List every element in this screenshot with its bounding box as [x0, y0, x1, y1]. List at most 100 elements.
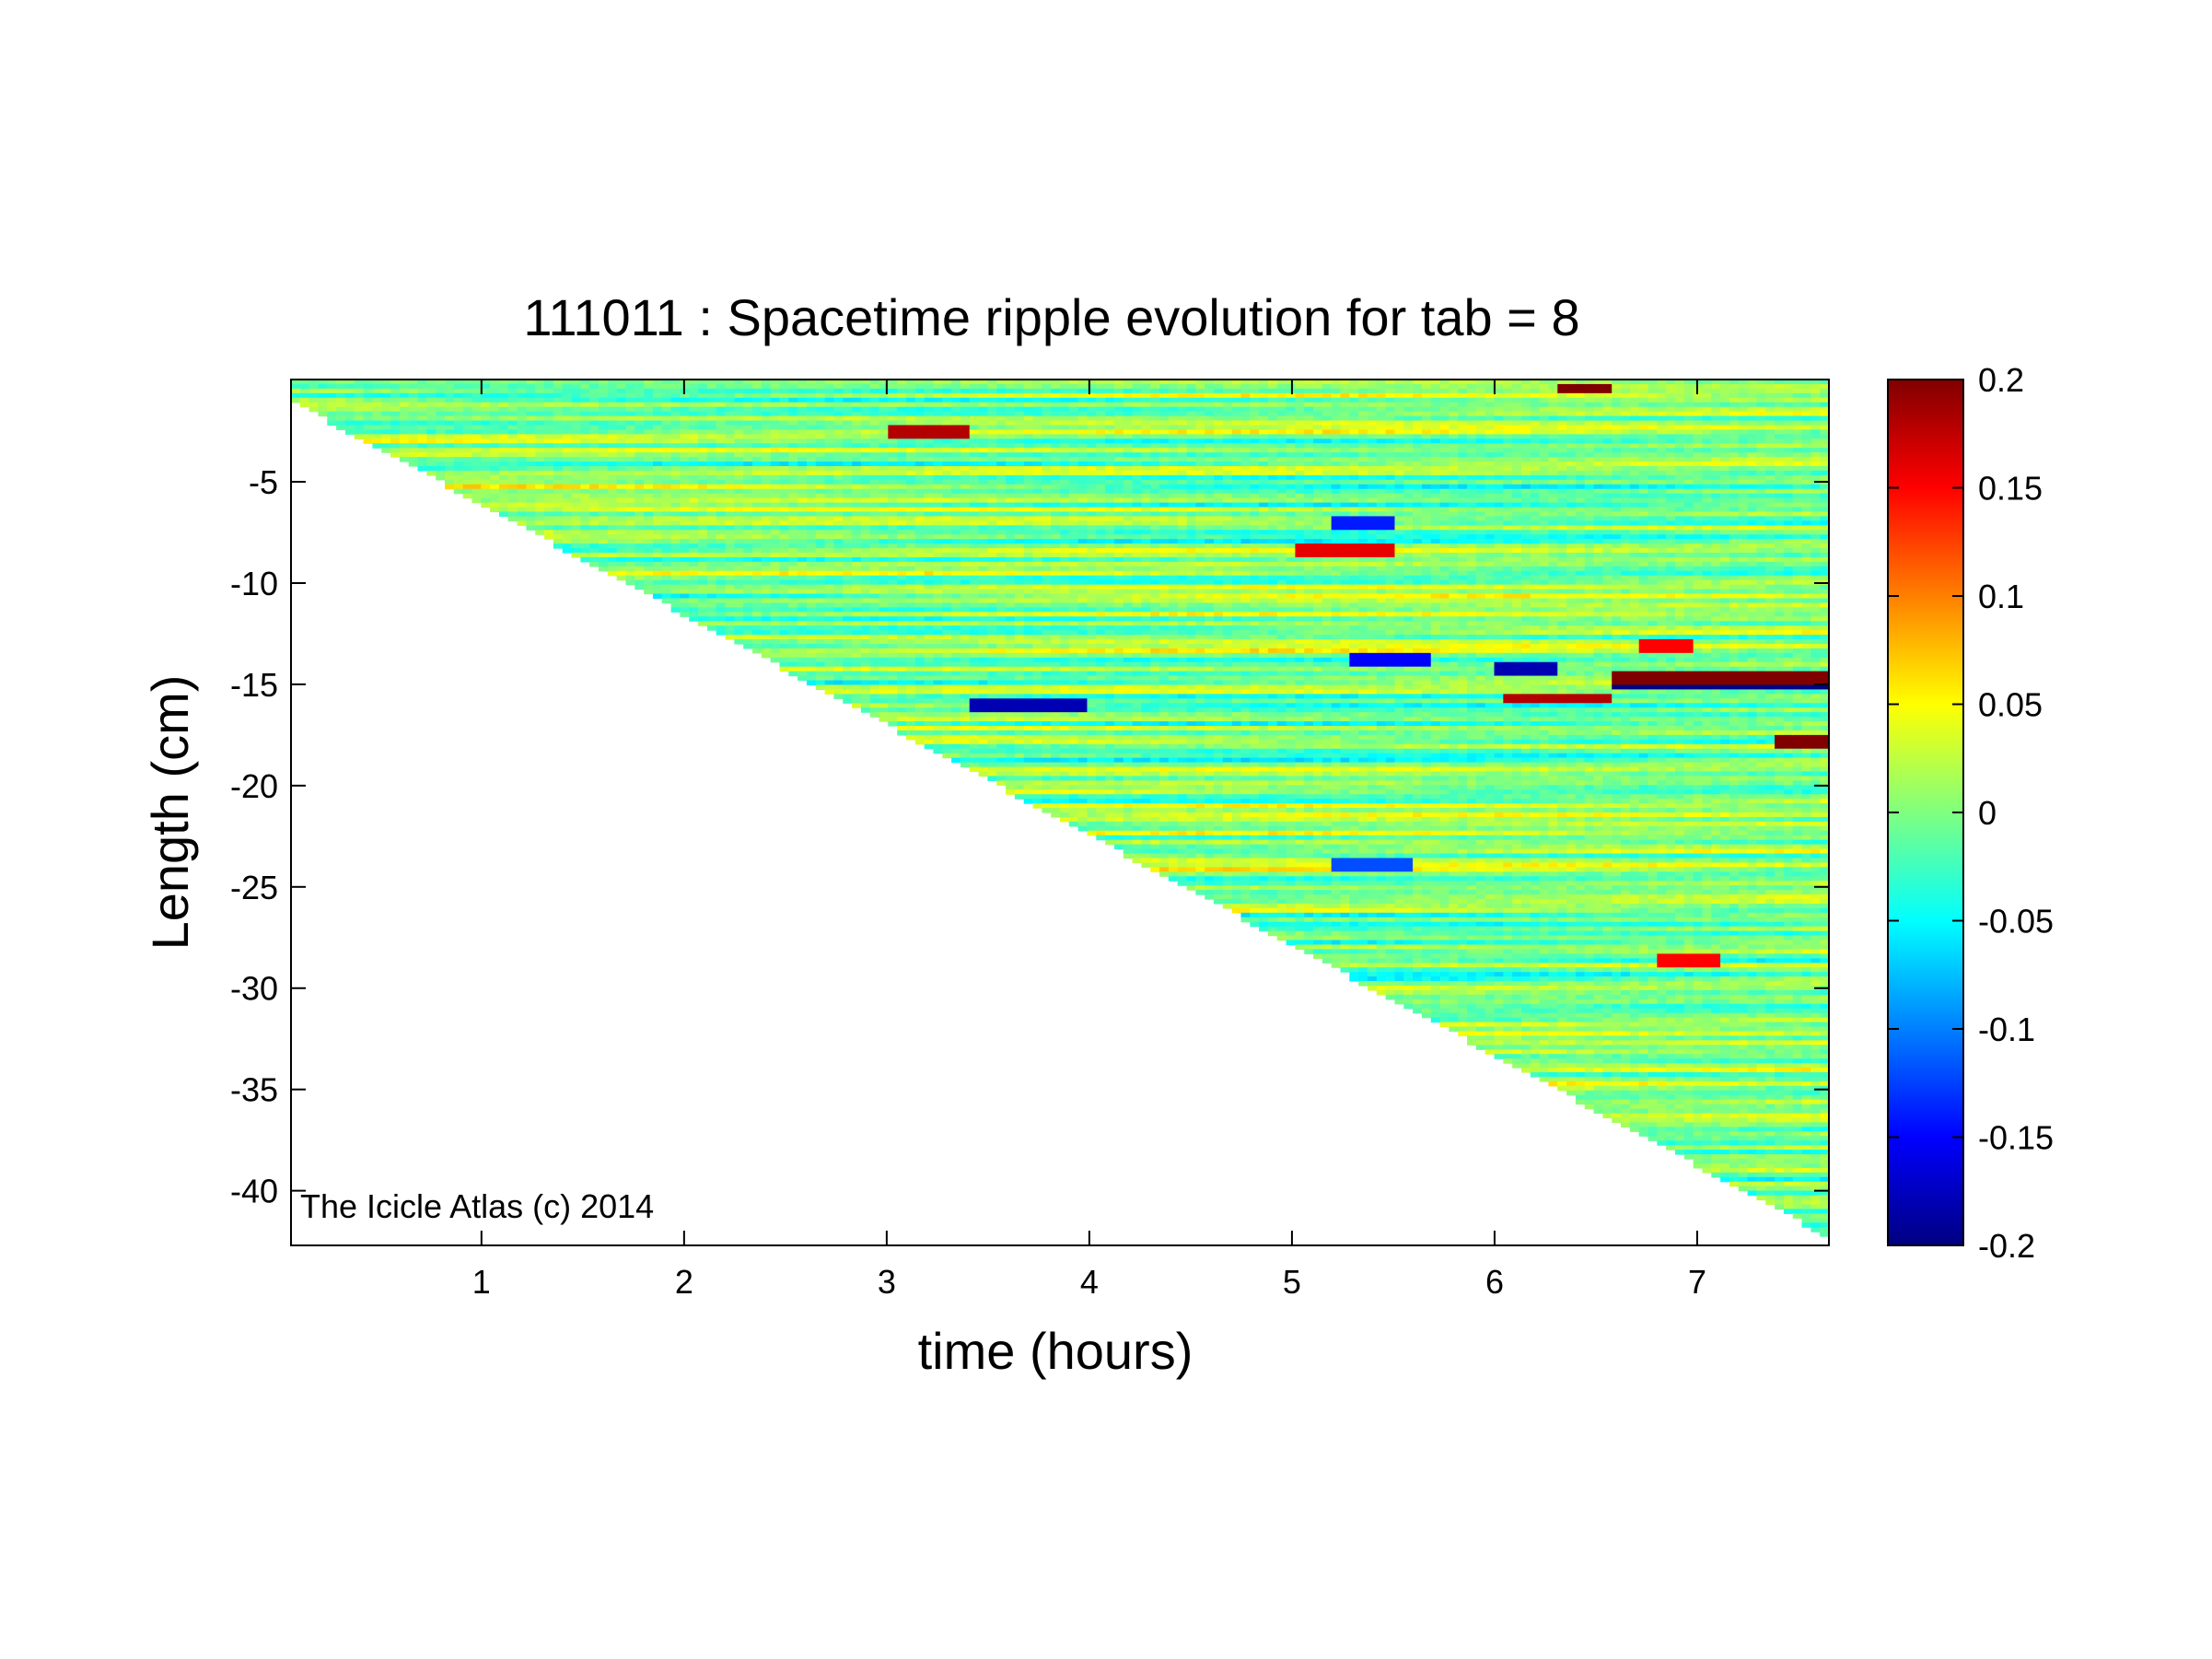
heatmap-cell	[915, 452, 925, 458]
heatmap-cell	[987, 676, 996, 682]
heatmap-cell	[1078, 689, 1088, 695]
heatmap-cell	[996, 607, 1006, 613]
heatmap-cell	[825, 480, 834, 485]
heatmap-cell	[589, 525, 599, 531]
heatmap-cell	[1060, 648, 1069, 654]
heatmap-cell	[580, 553, 589, 558]
heatmap-cell	[345, 425, 355, 430]
heatmap-cell	[644, 448, 653, 453]
heatmap-cell	[816, 530, 825, 535]
heatmap-cell	[653, 443, 662, 449]
heatmap-cell	[472, 466, 481, 472]
heatmap-cell	[870, 562, 879, 567]
heatmap-cell	[979, 525, 988, 531]
heatmap-cell	[933, 539, 942, 544]
heatmap-cell	[1060, 712, 1069, 718]
heatmap-cell	[942, 598, 951, 603]
heatmap-cell	[1024, 799, 1033, 804]
heatmap-cell	[743, 520, 752, 526]
heatmap-cell	[381, 438, 390, 444]
heatmap-cell	[879, 416, 889, 422]
heatmap-cell	[1033, 398, 1042, 403]
heatmap-cell	[1033, 662, 1042, 668]
heatmap-cell	[563, 438, 572, 444]
heatmap-cell	[716, 548, 726, 554]
heatmap-cell	[716, 489, 726, 495]
heatmap-cell	[825, 676, 834, 682]
heatmap-cell	[716, 525, 726, 531]
heatmap-cell	[996, 475, 1006, 481]
heatmap-cell	[726, 511, 735, 517]
heatmap-cell	[1114, 635, 1123, 640]
heatmap-cell	[987, 625, 996, 631]
heatmap-cell	[1042, 754, 1051, 759]
heatmap-cell	[535, 443, 544, 449]
heatmap-cell	[1051, 684, 1060, 690]
heatmap-cell	[689, 485, 698, 490]
heatmap-cell	[1078, 448, 1088, 453]
heatmap-cell	[426, 434, 436, 439]
heatmap-cell	[996, 635, 1006, 640]
heatmap-cell	[915, 412, 925, 417]
heatmap-cell	[580, 443, 589, 449]
heatmap-cell	[472, 443, 481, 449]
heatmap-cell	[779, 448, 788, 453]
heatmap-cell	[870, 520, 879, 526]
heatmap-cell	[797, 421, 807, 426]
heatmap-cell	[644, 466, 653, 472]
heatmap-cell	[589, 461, 599, 467]
heatmap-cell	[445, 434, 454, 439]
heatmap-cell	[1114, 438, 1123, 444]
heatmap-cell	[454, 407, 463, 413]
heatmap-cell	[979, 576, 988, 581]
heatmap-cell	[879, 471, 889, 476]
heatmap-cell	[1051, 485, 1060, 490]
heatmap-cell	[970, 412, 979, 417]
heatmap-cell	[897, 658, 906, 663]
heatmap-cell	[563, 452, 572, 458]
heatmap-cell	[1087, 448, 1096, 453]
heatmap-cell	[933, 438, 942, 444]
heatmap-cell	[797, 398, 807, 403]
heatmap-cell	[979, 557, 988, 563]
heatmap-cell	[970, 461, 979, 467]
heatmap-cell	[1078, 681, 1088, 686]
heatmap-cell	[807, 520, 816, 526]
heatmap-cell	[698, 407, 707, 413]
heatmap-cell	[1042, 520, 1051, 526]
heatmap-cell	[951, 621, 960, 626]
heatmap-cell	[680, 466, 689, 472]
heatmap-cell	[797, 567, 807, 572]
heatmap-cell	[970, 471, 979, 476]
heatmap-cell	[825, 607, 834, 613]
heatmap-cell	[599, 457, 608, 462]
heatmap-cell	[680, 457, 689, 462]
heatmap-cell	[499, 466, 508, 472]
heatmap-cell	[1105, 684, 1114, 690]
heatmap-cell	[825, 539, 834, 544]
heatmap-cell	[979, 707, 988, 713]
heatmap-cell	[580, 539, 589, 544]
heatmap-cell	[544, 480, 553, 485]
heatmap-cell	[698, 511, 707, 517]
heatmap-cell	[1078, 794, 1088, 800]
heatmap-cell	[970, 717, 979, 722]
heatmap-cell	[1060, 384, 1069, 390]
heatmap-cell	[599, 557, 608, 563]
heatmap-cell	[833, 511, 843, 517]
heatmap-cell	[771, 480, 780, 485]
heatmap-cell	[653, 471, 662, 476]
heatmap-cell	[1087, 726, 1096, 731]
heatmap-cell	[879, 461, 889, 467]
heatmap-cell	[933, 548, 942, 554]
heatmap-cell	[716, 398, 726, 403]
heatmap-cell	[951, 485, 960, 490]
heatmap-cell	[979, 590, 988, 595]
heatmap-cell	[888, 508, 897, 513]
heatmap-cell	[987, 707, 996, 713]
heatmap-cell	[879, 607, 889, 613]
heatmap-cell	[617, 508, 626, 513]
heatmap-cell	[644, 425, 653, 430]
heatmap-cell	[490, 429, 499, 435]
heatmap-cell	[1015, 498, 1024, 504]
